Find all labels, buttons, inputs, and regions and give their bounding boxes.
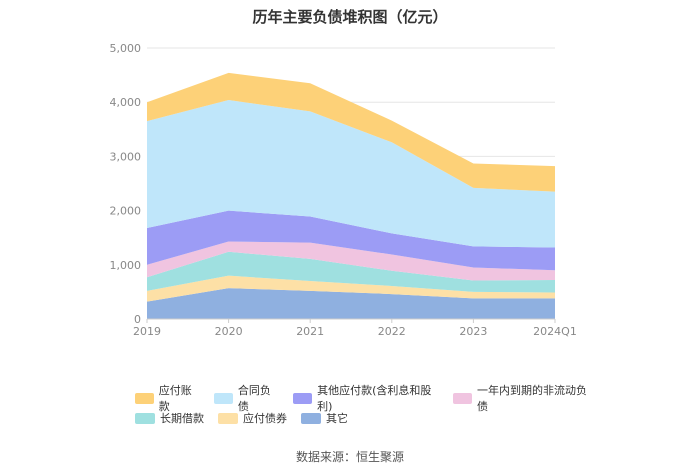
legend-item[interactable]: 应付账款 — [135, 382, 200, 414]
legend-label: 合同负债 — [237, 384, 271, 413]
x-tick-label: 2021 — [296, 325, 324, 338]
x-tick-label: 2023 — [459, 325, 487, 338]
legend-swatch — [293, 392, 313, 404]
x-tick-label: 2019 — [133, 325, 161, 338]
x-tick-label: 2020 — [215, 325, 243, 338]
chart-legend: 应付账款 合同负债 其他应付款(含利息和股利) 一年内到期的非流动负债长期借款 应付债券… — [135, 384, 605, 428]
area-series-5 — [147, 100, 555, 248]
legend-row: 长期借款 应付债券 其它 — [135, 408, 605, 428]
chart-title: 历年主要负债堆积图（亿元） — [252, 8, 448, 26]
legend-label: 应付债券 — [243, 412, 287, 425]
y-tick-label: 3,000 — [110, 150, 142, 163]
x-tick-label: 2022 — [378, 325, 406, 338]
y-tick-label: 1,000 — [110, 259, 142, 272]
area-series-6 — [147, 72, 555, 192]
legend-label: 其它 — [326, 412, 348, 425]
y-tick-label: 5,000 — [110, 42, 142, 55]
legend-swatch — [301, 412, 321, 424]
y-tick-label: 4,000 — [110, 96, 142, 109]
legend-swatch — [218, 412, 238, 424]
legend-label: 一年内到期的非流动负债 — [477, 384, 588, 413]
legend-item[interactable]: 长期借款 — [135, 410, 204, 426]
area-series-1 — [147, 275, 555, 302]
area-series-3 — [147, 241, 555, 281]
legend-label: 应付账款 — [158, 384, 192, 413]
legend-swatch — [135, 392, 154, 404]
legend-swatch — [214, 392, 233, 404]
stacked-area-chart: 0 1,000 2,000 3,000 4,000 5,000 2019 2020 2021 20… — [110, 42, 577, 338]
legend-swatch — [453, 392, 473, 404]
legend-label: 长期借款 — [160, 412, 204, 425]
area-series-0 — [147, 288, 555, 319]
legend-item[interactable]: 一年内到期的非流动负债 — [453, 382, 591, 414]
area-series-4 — [147, 210, 555, 271]
legend-item[interactable]: 其他应付款(含利息和股利) — [293, 382, 439, 414]
area-series-2 — [147, 251, 555, 293]
legend-item[interactable]: 其它 — [301, 410, 348, 426]
y-tick-label: 0 — [134, 313, 141, 326]
legend-item[interactable]: 合同负债 — [214, 382, 279, 414]
legend-swatch — [135, 412, 155, 424]
data-source-note: 数据来源：恒生聚源 — [295, 450, 404, 464]
x-tick-label: 2024Q1 — [533, 325, 577, 338]
y-tick-label: 2,000 — [110, 205, 142, 218]
legend-label: 其他应付款(含利息和股利) — [317, 384, 432, 413]
legend-row: 应付账款 合同负债 其他应付款(含利息和股利) 一年内到期的非流动负债 — [135, 384, 605, 413]
legend-item[interactable]: 应付债券 — [218, 410, 287, 426]
